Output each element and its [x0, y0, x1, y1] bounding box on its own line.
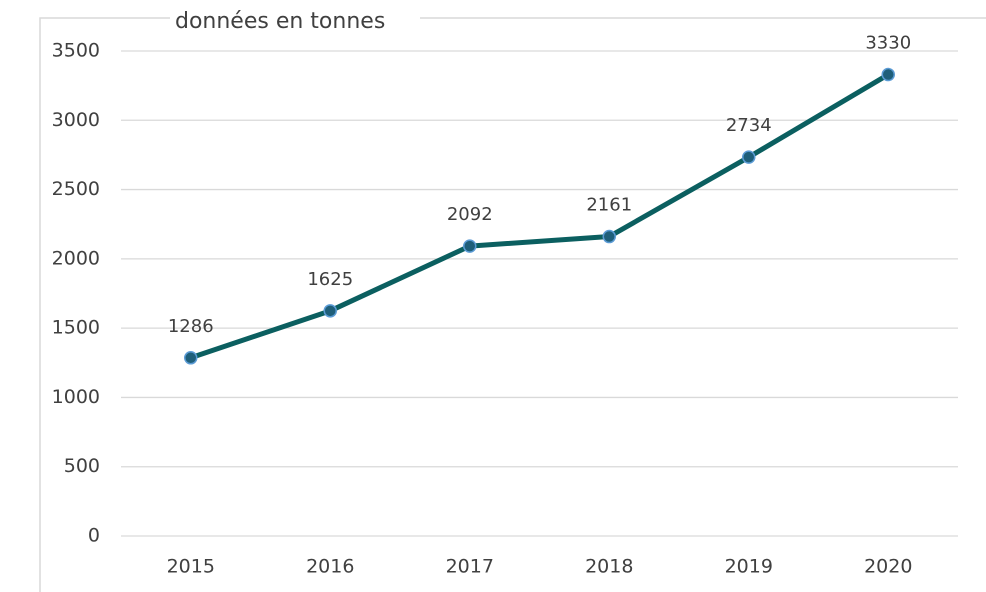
y-tick-label: 1500 — [52, 317, 100, 339]
y-tick-label: 1000 — [52, 386, 100, 408]
data-point — [602, 229, 616, 244]
chart-title: données en tonnes — [175, 9, 385, 34]
y-tick-label: 2000 — [52, 247, 100, 269]
data-label: 3330 — [865, 33, 911, 54]
x-tick-label: 2018 — [585, 556, 633, 578]
data-point — [881, 67, 895, 82]
y-tick-label: 500 — [64, 455, 100, 477]
data-label: 1625 — [307, 269, 353, 290]
y-tick-label: 3000 — [52, 109, 100, 131]
y-tick-label: 0 — [88, 525, 100, 547]
data-point — [184, 351, 198, 365]
data-point — [463, 239, 477, 253]
x-tick-label: 2015 — [167, 556, 215, 578]
title-background — [170, 5, 420, 35]
data-point — [742, 150, 756, 164]
y-tick-label: 3500 — [52, 40, 100, 62]
data-label: 2161 — [586, 195, 632, 216]
x-tick-label: 2020 — [864, 556, 912, 578]
x-tick-label: 2017 — [446, 556, 494, 578]
data-label: 2092 — [447, 204, 493, 225]
data-point — [323, 304, 337, 318]
x-tick-label: 2016 — [306, 556, 354, 578]
y-tick-label: 2500 — [52, 178, 100, 200]
chart-frame — [39, 17, 986, 592]
data-label: 2734 — [726, 115, 772, 136]
data-line — [189, 72, 890, 361]
x-tick-label: 2019 — [725, 556, 773, 578]
data-label: 1286 — [168, 316, 214, 337]
